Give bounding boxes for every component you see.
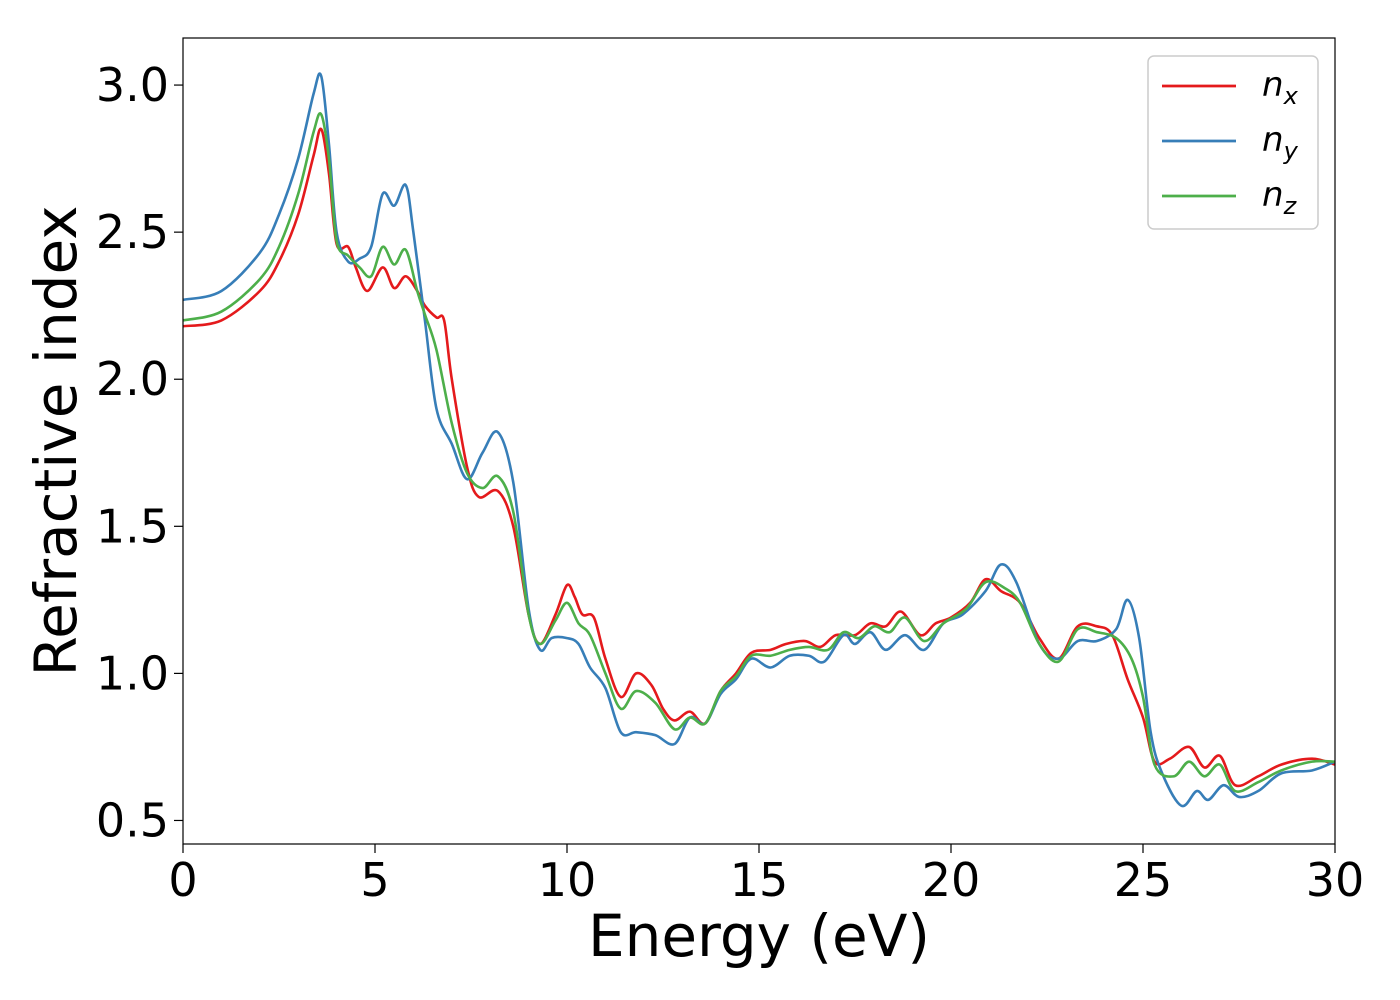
- x-tick-label: 20: [922, 853, 981, 907]
- x-tick-label: 5: [360, 853, 389, 907]
- legend: nx ny nz: [1147, 55, 1319, 230]
- x-tick-label: 10: [538, 853, 597, 907]
- x-axis-ticks: 0 5 10 15 20 25 30: [168, 844, 1364, 907]
- plot-background: [183, 38, 1335, 844]
- x-tick-label: 30: [1306, 853, 1365, 907]
- x-axis-title: Energy (eV): [588, 902, 930, 970]
- x-tick-label: 0: [168, 853, 197, 907]
- legend-label-x: nx: [1262, 65, 1299, 110]
- series-layer: [183, 72, 1335, 808]
- y-tick-label: 2.0: [96, 352, 169, 406]
- legend-label-y: ny: [1262, 120, 1299, 165]
- y-axis-ticks: 0.5 1.0 1.5 2.0 2.5 3.0: [96, 58, 183, 847]
- x-tick-label: 25: [1114, 853, 1173, 907]
- legend-box: [1147, 55, 1319, 230]
- series-line-z: [183, 112, 1335, 793]
- legend-label-z: nz: [1262, 175, 1298, 220]
- y-tick-label: 0.5: [96, 793, 169, 847]
- y-tick-label: 3.0: [96, 58, 169, 112]
- y-tick-label: 2.5: [96, 205, 169, 259]
- y-tick-label: 1.0: [96, 646, 169, 700]
- x-tick-label: 15: [730, 853, 789, 907]
- series-line-x: [183, 127, 1335, 788]
- y-tick-label: 1.5: [96, 499, 169, 553]
- y-axis-title: Refractive index: [22, 205, 90, 676]
